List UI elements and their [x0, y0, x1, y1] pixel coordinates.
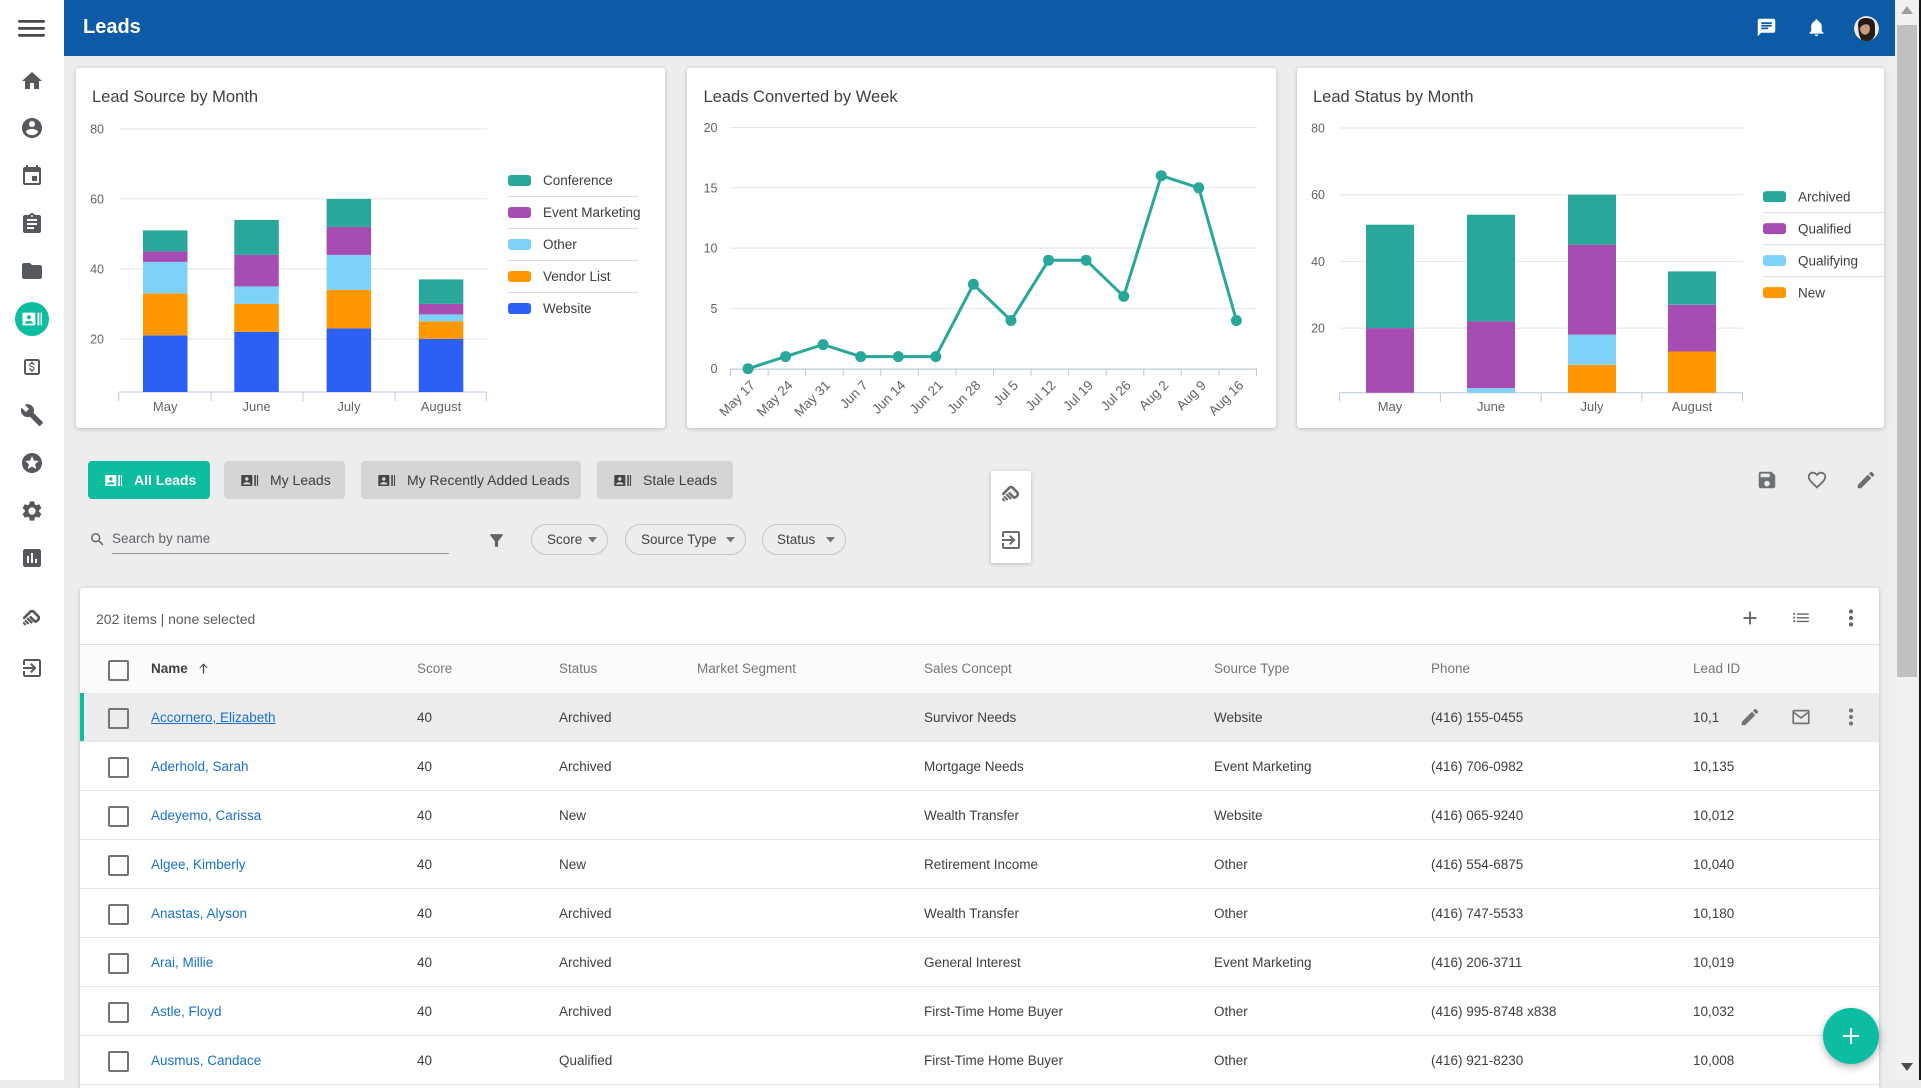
svg-text:Jun 28: Jun 28 [944, 377, 983, 416]
svg-text:Qualifying: Qualifying [1798, 253, 1858, 268]
svg-text:80: 80 [90, 122, 104, 136]
svg-text:Aug 2: Aug 2 [1135, 377, 1171, 413]
svg-text:Other: Other [543, 237, 577, 252]
svg-text:Conference: Conference [543, 173, 613, 188]
svg-text:Website: Website [543, 301, 592, 316]
svg-text:15: 15 [703, 181, 717, 195]
svg-text:Event Marketing: Event Marketing [543, 205, 641, 220]
svg-text:40: 40 [90, 262, 104, 276]
svg-text:0: 0 [710, 362, 717, 376]
svg-text:Jun 21: Jun 21 [906, 377, 945, 416]
svg-text:20: 20 [90, 332, 104, 346]
svg-text:Jul 26: Jul 26 [1097, 377, 1133, 413]
svg-text:Aug 9: Aug 9 [1173, 377, 1209, 413]
svg-text:Jul 19: Jul 19 [1060, 377, 1096, 413]
svg-text:June: June [242, 399, 270, 414]
svg-text:20: 20 [703, 121, 717, 135]
svg-text:Aug 16: Aug 16 [1205, 377, 1246, 418]
svg-text:20: 20 [1311, 321, 1325, 335]
svg-text:June: June [1477, 399, 1505, 414]
svg-text:May: May [1378, 399, 1403, 414]
svg-text:Leads Converted by Week: Leads Converted by Week [703, 88, 898, 106]
svg-text:60: 60 [1311, 188, 1325, 202]
svg-text:May 24: May 24 [753, 377, 795, 419]
svg-text:60: 60 [90, 192, 104, 206]
svg-text:Lead Status by Month: Lead Status by Month [1313, 88, 1474, 106]
svg-text:Jul 12: Jul 12 [1022, 377, 1058, 413]
svg-text:Jun 7: Jun 7 [836, 377, 870, 411]
svg-text:40: 40 [1311, 254, 1325, 268]
svg-text:Lead Source by Month: Lead Source by Month [92, 88, 258, 106]
svg-text:80: 80 [1311, 121, 1325, 135]
svg-text:5: 5 [710, 301, 717, 315]
svg-text:Qualified: Qualified [1798, 221, 1851, 236]
svg-text:Jul 5: Jul 5 [990, 377, 1021, 408]
svg-text:May 31: May 31 [791, 377, 833, 419]
svg-text:July: July [1580, 399, 1604, 414]
svg-text:New: New [1798, 285, 1825, 300]
svg-text:July: July [337, 399, 361, 414]
svg-text:August: August [1672, 399, 1713, 414]
svg-text:August: August [421, 399, 462, 414]
svg-text:May 17: May 17 [716, 377, 758, 419]
svg-text:Vendor List: Vendor List [543, 269, 611, 284]
svg-text:May: May [153, 399, 178, 414]
svg-text:Archived: Archived [1798, 189, 1851, 204]
svg-text:Jun 14: Jun 14 [869, 377, 909, 417]
svg-text:10: 10 [703, 241, 717, 255]
